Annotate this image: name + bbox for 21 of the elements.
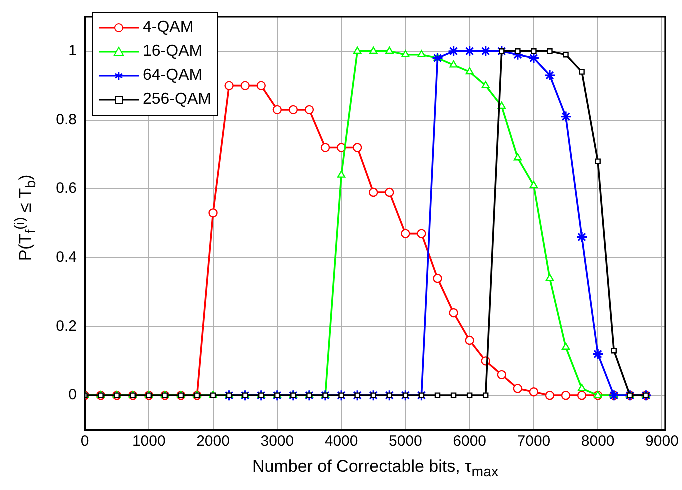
x-axis-title: Number of Correctable bits, τ$_{max}$ — [251, 457, 500, 480]
y-tick-label: 0 — [68, 386, 77, 404]
y-tick-label: 0.8 — [56, 111, 77, 128]
legend-label: 4-QAM — [143, 18, 194, 38]
x-tick-label: 4000 — [324, 433, 358, 450]
x-tick-label: 3000 — [260, 433, 294, 450]
x-tick-label: 2000 — [196, 433, 230, 450]
x-tick-label: 7000 — [517, 433, 551, 450]
legend-label: 16-QAM — [143, 42, 203, 62]
legend-label: 256-QAM — [143, 90, 212, 110]
x-tick-label: 0 — [80, 433, 90, 450]
x-tick-label: 1000 — [132, 433, 166, 450]
y-tick-label: 0.6 — [56, 180, 77, 198]
x-tick-label: 8000 — [581, 433, 615, 450]
y-tick-label: 0.4 — [56, 249, 77, 266]
x-tick-label: 6000 — [453, 433, 487, 450]
legend-label: 64-QAM — [143, 66, 203, 86]
x-tick-label: 5000 — [388, 433, 422, 450]
y-tick-label: 1 — [68, 42, 77, 60]
x-tick-label: 9000 — [646, 433, 679, 450]
y-tick-label: 0.2 — [56, 318, 77, 335]
